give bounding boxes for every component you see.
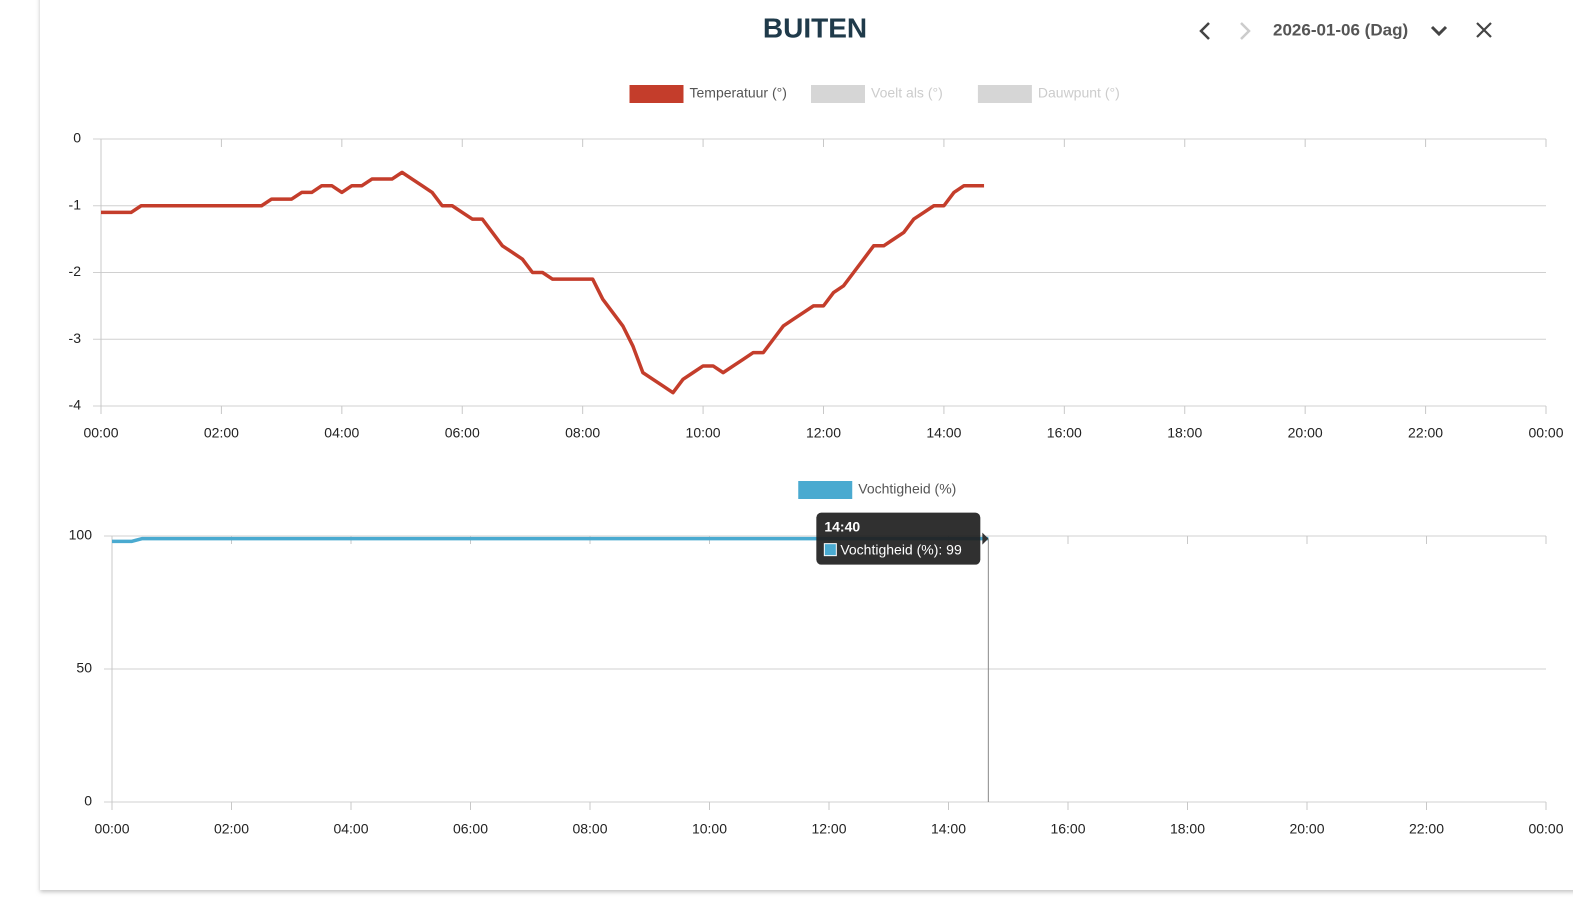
x-tick-label: 14:00 <box>931 821 966 837</box>
x-tick-label: 12:00 <box>806 425 841 441</box>
x-tick-label: 10:00 <box>686 425 721 441</box>
card <box>40 0 1573 890</box>
y-tick-label: -4 <box>69 397 82 413</box>
line <box>101 170 985 395</box>
legend-swatch <box>798 481 853 499</box>
tooltip-title: 14:40 <box>824 518 860 534</box>
x-tick-label: 00:00 <box>1528 821 1563 837</box>
y-tick-label: 100 <box>69 527 93 543</box>
x-tick-label: 22:00 <box>1409 821 1444 837</box>
x-tick-label: 02:00 <box>204 425 239 441</box>
legend-swatch <box>629 85 684 103</box>
y-tick-label: -3 <box>69 330 82 346</box>
x-tick-label: 22:00 <box>1408 425 1443 441</box>
x-tick-label: 08:00 <box>572 821 607 837</box>
tooltip-text: Vochtigheid (%): 99 <box>840 541 962 557</box>
close-button[interactable] <box>1476 22 1492 38</box>
x-tick-label: 06:00 <box>445 425 480 441</box>
x-tick-label: 12:00 <box>811 821 846 837</box>
x-tick-label: 10:00 <box>692 821 727 837</box>
x-tick-label: 16:00 <box>1047 425 1082 441</box>
tooltip <box>816 512 981 565</box>
x-tick-label: 20:00 <box>1289 821 1324 837</box>
x-tick-label: 04:00 <box>333 821 368 837</box>
legend-label: Temperatuur (°) <box>690 85 787 101</box>
x-tick-label: 00:00 <box>1528 425 1563 441</box>
y-tick-label: 0 <box>84 793 92 809</box>
y-tick-label: -2 <box>69 263 82 279</box>
chart: Vochtigheid (%) 0 50 100 00:00 02:00 04:00 06:0… <box>69 481 1564 837</box>
title: BUITEN <box>763 12 867 43</box>
x-tick-label: 06:00 <box>453 821 488 837</box>
tooltip-swatch <box>823 543 837 557</box>
legend-label: Vochtigheid (%) <box>858 481 956 497</box>
x-tick-label: 18:00 <box>1170 821 1205 837</box>
chart: Temperatuur (°) Voelt als (°) Dauwpunt (°)… <box>69 85 1564 441</box>
prev-button[interactable] <box>1199 22 1210 40</box>
legend-swatch <box>977 85 1032 103</box>
legend-label: Dauwpunt (°) <box>1038 85 1120 101</box>
next-button[interactable] <box>1240 22 1251 40</box>
x-tick-label: 16:00 <box>1050 821 1085 837</box>
x-tick-label: 18:00 <box>1167 425 1202 441</box>
x-tick-label: 08:00 <box>565 425 600 441</box>
legend-swatch <box>811 85 865 103</box>
y-tick-label: 50 <box>76 660 92 676</box>
x-tick-label: 20:00 <box>1288 425 1323 441</box>
tooltip-pointer <box>982 532 989 545</box>
x-tick-label: 04:00 <box>324 425 359 441</box>
x-tick-label: 00:00 <box>83 425 118 441</box>
period-select[interactable]: 2026-01-06 (Dag) <box>1273 20 1408 39</box>
y-tick-label: -1 <box>69 196 82 212</box>
x-tick-label: 00:00 <box>94 821 129 837</box>
y-tick-label: 0 <box>73 130 81 146</box>
legend-label: Voelt als (°) <box>871 85 943 101</box>
x-tick-label: 14:00 <box>926 425 961 441</box>
x-tick-label: 02:00 <box>214 821 249 837</box>
dropdown-icon[interactable] <box>1430 25 1448 37</box>
